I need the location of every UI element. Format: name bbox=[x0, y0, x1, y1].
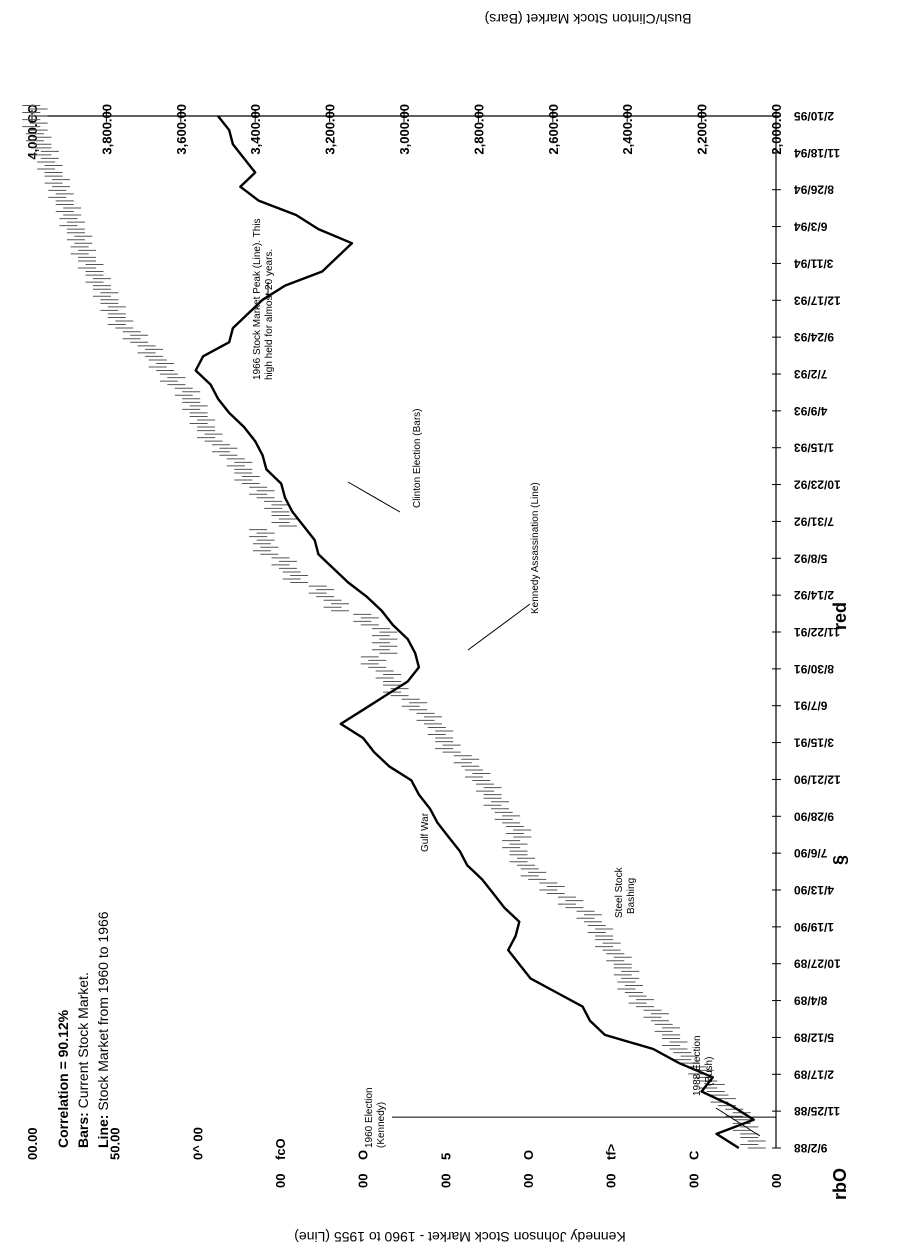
left-axis-tick-label: O bbox=[356, 1150, 371, 1160]
date-tick-label: 3/11/94 bbox=[794, 256, 834, 270]
annotation-1960-election-line2: (Kennedy) bbox=[376, 1102, 387, 1148]
date-tick-label: 10/23/92 bbox=[794, 478, 841, 492]
bottom-mark: § bbox=[830, 855, 850, 865]
right-axis-title: Bush/Clinton Stock Market (Bars) bbox=[485, 11, 692, 27]
date-tick-label: 8/4/89 bbox=[794, 994, 828, 1008]
date-tick-label: 5/12/89 bbox=[794, 1030, 834, 1044]
top-tick-label: 2,000.00 bbox=[769, 104, 784, 155]
left-axis-tick-value: 00 bbox=[769, 1174, 784, 1188]
left-axis-tick-label: 50.00 bbox=[108, 1127, 123, 1160]
legend-line-text: Stock Market from 1960 to 1966 bbox=[95, 911, 111, 1114]
annotation-1988-election-line2: (Bush) bbox=[704, 1057, 715, 1086]
left-axis-tick-label: tf> bbox=[604, 1143, 619, 1160]
top-tick-label: 2,400.00 bbox=[620, 104, 635, 155]
left-axis-tick-value: 00 bbox=[356, 1174, 371, 1188]
legend-line-key: Line: bbox=[95, 1115, 111, 1148]
annotation-steel-line1: Steel Stock bbox=[614, 866, 625, 918]
top-tick-label: 3,600.00 bbox=[174, 104, 189, 155]
top-tick-label: 3,000.00 bbox=[397, 104, 412, 155]
arrow-kennedy-assassination bbox=[467, 603, 531, 651]
date-tick-label: 1/19/90 bbox=[794, 920, 834, 934]
date-tick-label: 11/18/94 bbox=[794, 146, 840, 160]
date-tick-label: 4/9/93 bbox=[794, 404, 828, 418]
annotation-peak-line1: 1966 Stock Market Peak (Line). This bbox=[252, 218, 263, 380]
bottom-mark: red bbox=[830, 602, 850, 630]
left-axis-tick-value: 00 bbox=[604, 1174, 619, 1188]
date-tick-label: 7/2/93 bbox=[794, 367, 828, 381]
date-tick-label: 9/2/88 bbox=[794, 1141, 828, 1155]
left-axis-tick-value: 00 bbox=[686, 1174, 701, 1188]
date-tick-label: 11/22/91 bbox=[794, 625, 840, 639]
date-tick-label: 7/31/92 bbox=[794, 514, 834, 528]
date-tick-label: 2/17/89 bbox=[794, 1067, 834, 1081]
date-tick-label: 10/27/89 bbox=[794, 957, 841, 971]
date-tick-label: 11/25/88 bbox=[794, 1104, 840, 1118]
date-tick-label: 3/15/91 bbox=[794, 736, 834, 750]
date-tick-label: 6/3/94 bbox=[794, 220, 828, 234]
top-tick-label: 2,600.00 bbox=[546, 104, 561, 155]
annotation-gulf-war: Gulf War bbox=[420, 812, 431, 852]
arrow-1988-election bbox=[715, 1107, 761, 1137]
left-axis-tick-value: 00 bbox=[438, 1174, 453, 1188]
date-tick-label: 6/7/91 bbox=[794, 699, 828, 713]
date-tick-label: 9/24/93 bbox=[794, 330, 834, 344]
date-tick-label: 2/10/95 bbox=[794, 109, 834, 123]
date-tick-label: 5/8/92 bbox=[794, 551, 828, 565]
annotation-steel-line2: Bashing bbox=[626, 878, 637, 914]
arrow-clinton-election bbox=[347, 481, 401, 513]
annotation-kennedy-assassination: Kennedy Assassination (Line) bbox=[530, 482, 541, 614]
legend-line: Line: Stock Market from 1960 to 1966 bbox=[95, 911, 111, 1148]
legend-bars: Bars: Current Stock Market. bbox=[75, 972, 91, 1148]
date-tick-label: 12/21/90 bbox=[794, 772, 841, 786]
left-axis-tick-label: 5 bbox=[438, 1153, 453, 1160]
date-tick-label: 9/28/90 bbox=[794, 809, 834, 823]
left-axis-tick-label: 00.00 bbox=[25, 1127, 40, 1160]
left-axis-tick-label: 0^ 00 bbox=[190, 1127, 205, 1160]
left-axis-tick-value: 00 bbox=[273, 1174, 288, 1188]
line-series bbox=[194, 115, 755, 1150]
left-axis-tick-label: C bbox=[686, 1150, 701, 1160]
legend: Correlation = 90.12% Bars: Current Stock… bbox=[55, 911, 111, 1148]
left-axis-title: Kennedy Johnson Stock Market - 1960 to 1… bbox=[294, 1229, 626, 1244]
annotation-1960-election-line1: 1960 Election bbox=[364, 1087, 375, 1148]
left-axis-tick-label: O bbox=[521, 1150, 536, 1160]
top-tick-label: 4,000.CO bbox=[25, 104, 40, 160]
date-tick-label: 8/30/91 bbox=[794, 662, 834, 676]
date-tick-label: 7/6/90 bbox=[794, 846, 828, 860]
date-tick-label: 4/13/90 bbox=[794, 883, 834, 897]
annotation-1988-election-line1: 1988 Election bbox=[692, 1035, 703, 1096]
legend-correlation: Correlation = 90.12% bbox=[55, 1009, 71, 1148]
top-tick-label: 2,200.00 bbox=[695, 104, 710, 155]
left-axis-tick-label: fcO bbox=[273, 1138, 288, 1160]
legend-bars-text: Current Stock Market. bbox=[75, 972, 91, 1112]
annotation-clinton-election: Clinton Election (Bars) bbox=[412, 409, 423, 508]
left-axis-tick-value: 00 bbox=[521, 1174, 536, 1188]
date-tick-label: 12/17/93 bbox=[794, 293, 841, 307]
annotation-peak-line2: high held for almost 20 years. bbox=[264, 249, 275, 380]
date-tick-label: 1/15/93 bbox=[794, 441, 834, 455]
top-tick-label: 3,800.00 bbox=[99, 104, 114, 155]
bottom-mark: rbO bbox=[830, 1168, 850, 1200]
top-tick-label: 2,800.00 bbox=[471, 104, 486, 155]
top-tick-label: 3,400.00 bbox=[248, 104, 263, 155]
legend-bars-key: Bars: bbox=[75, 1112, 91, 1148]
date-tick-label: 2/14/92 bbox=[794, 588, 834, 602]
date-tick-label: 8/26/94 bbox=[794, 183, 834, 197]
top-tick-label: 3,200.00 bbox=[323, 104, 338, 155]
